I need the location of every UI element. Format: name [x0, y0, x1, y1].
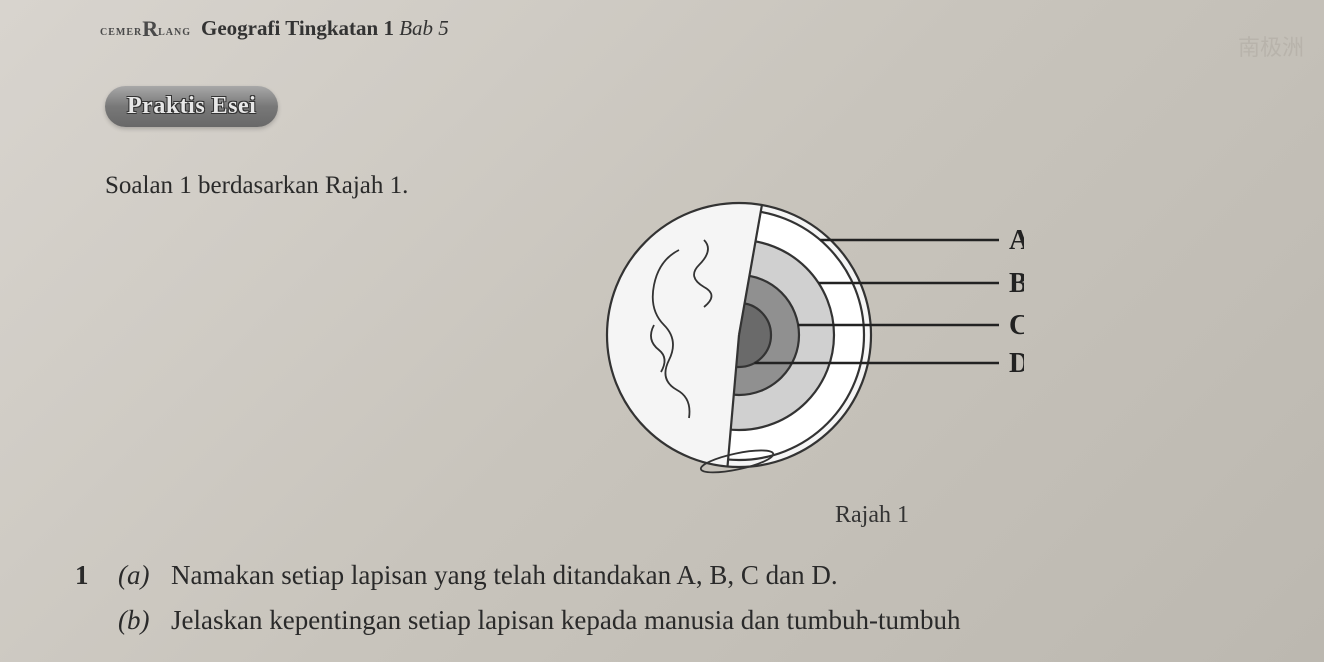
svg-text:D: D: [1009, 348, 1024, 379]
book-title-text: Geografi Tingkatan 1: [201, 16, 394, 40]
section-badge: Praktis Esei: [105, 86, 278, 127]
question-letter-b: (b): [118, 598, 166, 643]
chapter-label: Bab 5: [399, 16, 449, 40]
svg-text:A: A: [1009, 225, 1024, 256]
page-container: CEMERRLANG Geografi Tingkatan 1 Bab 5 Pr…: [0, 0, 1324, 220]
earth-svg: ABCD: [594, 195, 1024, 495]
question-number: 1: [75, 553, 113, 598]
diagram-caption: Rajah 1: [835, 502, 909, 529]
publisher-big-r: R: [142, 16, 158, 42]
svg-text:C: C: [1009, 310, 1024, 341]
publisher-logo: CEMERRLANG: [100, 15, 191, 41]
question-text-a: Namakan setiap lapisan yang telah ditand…: [171, 553, 1314, 598]
section-badge-text: Praktis Esei: [127, 93, 256, 119]
header-line: CEMERRLANG Geografi Tingkatan 1 Bab 5: [100, 15, 1284, 41]
svg-text:B: B: [1009, 268, 1024, 299]
publisher-suffix: LANG: [158, 27, 191, 38]
question-row-a: 1 (a) Namakan setiap lapisan yang telah …: [75, 553, 1314, 598]
publisher-prefix: CEMER: [100, 27, 142, 38]
ghost-text: 南极洲: [1238, 30, 1304, 62]
question-row-b: (b) Jelaskan kepentingan setiap lapisan …: [75, 598, 1314, 643]
question-text-b: Jelaskan kepentingan setiap lapisan kepa…: [171, 598, 1314, 643]
question-letter-a: (a): [118, 553, 166, 598]
questions-block: 1 (a) Namakan setiap lapisan yang telah …: [75, 553, 1314, 642]
question-number-blank: [75, 598, 113, 643]
earth-diagram: ABCD: [594, 195, 1024, 495]
book-title: Geografi Tingkatan 1 Bab 5: [201, 16, 449, 41]
